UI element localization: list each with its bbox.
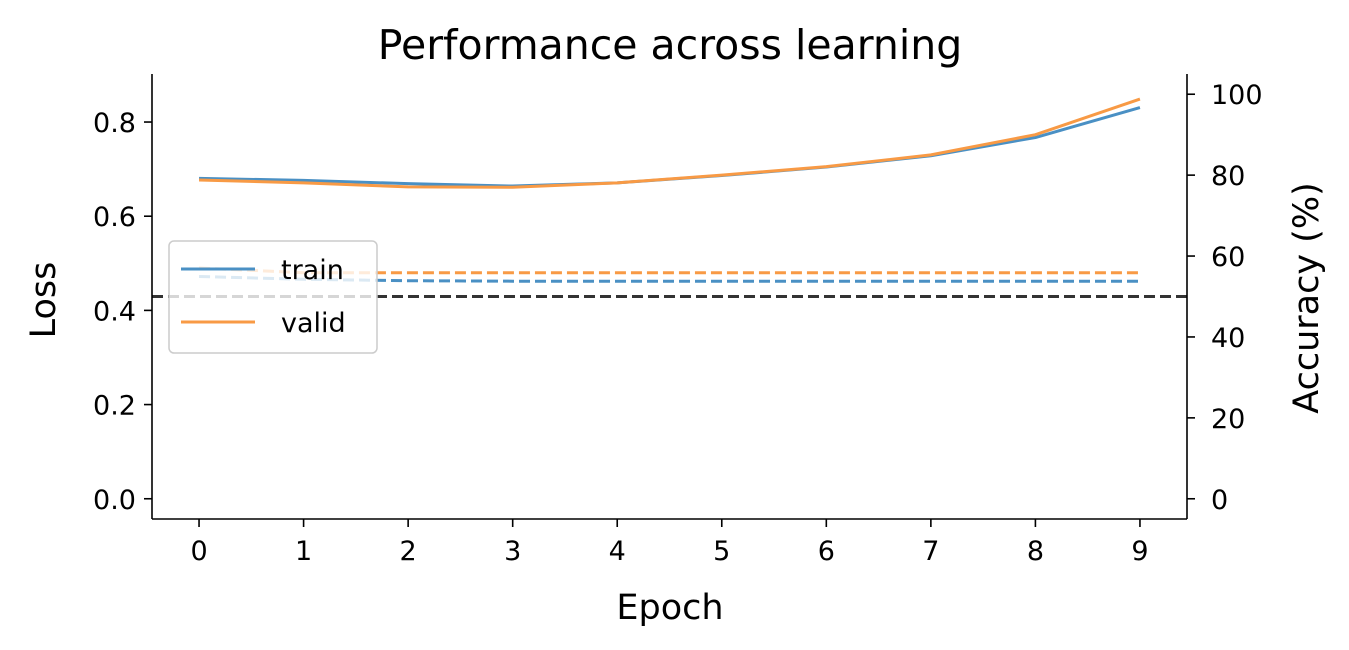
right-y-tick-label-3: 60 [1211, 242, 1245, 273]
series-train-loss-line [199, 274, 1140, 283]
left-y-axis-label: Loss [24, 262, 64, 339]
x-tick-label-6: 6 [818, 536, 835, 567]
left-y-tick-label-1: 0.2 [93, 391, 136, 422]
right-y-tick-label-1: 20 [1211, 404, 1245, 435]
plot-area [152, 97, 1187, 298]
x-tick-label-0: 0 [190, 536, 207, 567]
legend-box [168, 240, 378, 354]
x-tick-label-5: 5 [713, 536, 730, 567]
series-valid-loss-line [198, 266, 1140, 275]
right-y-axis-ticks: 0 20 40 60 80 100 [1187, 80, 1263, 516]
x-tick-label-4: 4 [609, 536, 626, 567]
series-train-accuracy-line [199, 106, 1141, 188]
legend-valid-label: valid [281, 308, 346, 339]
x-tick-label-9: 9 [1131, 536, 1148, 567]
x-axis-label: Epoch [616, 588, 723, 628]
right-y-tick-label-2: 40 [1211, 323, 1245, 354]
x-tick-label-8: 8 [1027, 536, 1044, 567]
left-y-tick-label-3: 0.6 [93, 202, 136, 233]
x-tick-label-3: 3 [504, 536, 521, 567]
left-y-tick-label-0: 0.0 [93, 485, 136, 516]
left-y-axis-ticks: 0.0 0.2 0.4 0.6 0.8 [93, 108, 152, 516]
series-valid-accuracy-line [199, 97, 1141, 189]
right-y-tick-label-0: 0 [1211, 485, 1228, 516]
right-y-axis-label: Accuracy (%) [1287, 182, 1327, 413]
left-y-tick-label-2: 0.4 [93, 296, 136, 327]
x-axis-ticks: 0 1 2 3 4 5 6 7 8 9 [190, 519, 1149, 567]
left-y-tick-label-4: 0.8 [93, 108, 136, 139]
legend-train-label: train [281, 255, 344, 286]
chart-title: Performance across learning [378, 21, 963, 69]
x-tick-label-2: 2 [400, 536, 417, 567]
x-tick-label-7: 7 [922, 536, 939, 567]
x-tick-label-1: 1 [295, 536, 312, 567]
right-y-tick-label-4: 80 [1211, 161, 1245, 192]
legend: train valid [168, 240, 378, 354]
right-y-tick-label-5: 100 [1211, 80, 1263, 111]
